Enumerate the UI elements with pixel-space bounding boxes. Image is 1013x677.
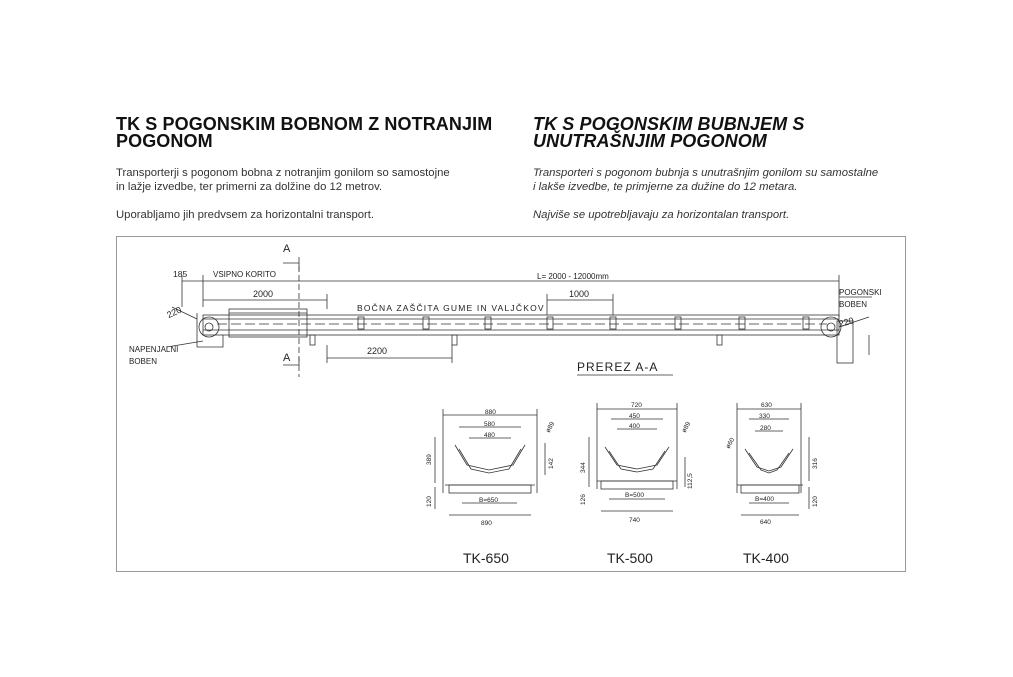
slovenian-paragraph-1-line1: Transporterji s pogonom bobna z notranji… <box>116 167 450 179</box>
tk400-dim-top: 630 <box>761 402 772 409</box>
croatian-title: TK S POGONSKIM BUBNJEM S UNUTRAŠNJIM POG… <box>533 114 933 151</box>
roller <box>546 316 554 330</box>
technical-drawing-frame: 185 VSIPNO KORITO L= 2000 - 12000mm A A … <box>116 236 906 572</box>
tk400-dim-base: 120 <box>812 496 819 507</box>
tk650-dim-base: 120 <box>426 496 433 507</box>
tk650-dim-bw: B=650 <box>479 497 498 504</box>
tk500-dim-mid: 450 <box>629 413 640 420</box>
tk500-dim-inner: 400 <box>629 423 640 430</box>
croatian-paragraph-1: Transporteri s pogonom bubnja s unutrašn… <box>533 166 933 194</box>
tk650-dim-mid: 580 <box>484 421 495 428</box>
croatian-paragraph-1-line1: Transporteri s pogonom bubnja s unutrašn… <box>533 167 879 179</box>
croatian-paragraph-2: Najviše se upotrebljavaju za horizontala… <box>533 209 790 221</box>
dim-220-left: 220 <box>165 305 183 320</box>
boben2-label: BOBEN <box>129 357 157 366</box>
tk400-dim-inner: 280 <box>760 425 771 432</box>
tk400-dim-bottom: 640 <box>760 519 771 526</box>
cross-section-tk650: 880 580 480 B=650 890 389 120 142 ø89 TK… <box>426 409 557 566</box>
tk650-dim-inner: 480 <box>484 432 495 439</box>
tk500-dim-bw: B=500 <box>625 492 644 499</box>
section-mark-top: A <box>283 243 291 255</box>
tk500-dim-height: 344 <box>580 462 587 473</box>
roller <box>674 316 682 330</box>
slovenian-title: TK S POGONSKIM BOBNOM Z NOTRANJIM POGONO… <box>116 114 516 151</box>
vsipno-korito-label: VSIPNO KORITO <box>213 270 276 279</box>
tk650-dim-bottom: 890 <box>481 520 492 527</box>
length-label: L= 2000 - 12000mm <box>537 272 609 281</box>
roller <box>422 316 430 330</box>
slovenian-title-line2: POGONOM <box>116 131 213 151</box>
prerez-label: PREREZ A-A <box>577 360 658 374</box>
croatian-title-line2: UNUTRAŠNJIM POGONOM <box>533 131 767 151</box>
roller <box>609 316 617 330</box>
tk500-dim-top: 720 <box>631 402 642 409</box>
napenjalni-label: NAPENJALNI <box>129 345 178 354</box>
section-arrow-bottom <box>283 357 300 366</box>
slovenian-column: TK S POGONSKIM BOBNOM Z NOTRANJIM POGONO… <box>116 114 516 236</box>
tk500-dim-bottom: 740 <box>629 517 640 524</box>
section-arrow-top <box>283 262 300 271</box>
slovenian-title-line1: TK S POGONSKIM BOBNOM Z NOTRANJIM <box>116 114 493 134</box>
dim-2200: 2200 <box>367 346 387 356</box>
tk650-dim-side: 142 <box>548 458 555 469</box>
side-guard-label: BOČNA ZAŠČITA GUME IN VALJČKOV <box>357 303 545 313</box>
tk500-dim-diameter: ø89 <box>681 420 693 434</box>
tk650-dim-diameter: ø89 <box>545 420 557 434</box>
slovenian-paragraph-2: Uporabljamo jih predvsem za horizontalni… <box>116 209 375 221</box>
section-mark-bottom: A <box>283 352 291 364</box>
tk400-dim-bw: B=400 <box>755 496 774 503</box>
drive-drum <box>820 316 842 338</box>
roller <box>484 316 492 330</box>
tk650-dim-height: 389 <box>426 454 433 465</box>
slovenian-paragraph-1-line2: in lažje izvedbe, ter primerni za dolžin… <box>116 181 383 193</box>
tk500-dim-base: 126 <box>580 494 587 505</box>
tk400-dim-mid: 330 <box>759 413 770 420</box>
cross-section-tk400: 630 330 280 B=400 640 316 120 ø60 TK-400 <box>725 402 819 566</box>
slovenian-paragraph-1: Transporterji s pogonom bobna z notranji… <box>116 166 516 194</box>
pogonski-label: POGONSKI <box>839 288 882 297</box>
tk650-dim-top: 880 <box>485 409 496 416</box>
support-leg <box>451 334 458 346</box>
croatian-title-line1: TK S POGONSKIM BUBNJEM S <box>533 114 805 134</box>
croatian-column: TK S POGONSKIM BUBNJEM S UNUTRAŠNJIM POG… <box>533 114 933 236</box>
roller <box>738 316 746 330</box>
tension-drum <box>198 316 220 338</box>
tk400-dim-height: 316 <box>812 458 819 469</box>
boben-label: BOBEN <box>839 300 867 309</box>
conveyor-frame <box>202 314 840 336</box>
roller <box>357 316 365 330</box>
cross-section-tk500: 720 450 400 B=500 740 344 126 112,5 ø89 … <box>580 402 694 566</box>
croatian-paragraph-1-line2: i lakše izvedbe, te primjerne za dužine … <box>533 181 798 193</box>
tk500-label: TK-500 <box>607 550 653 566</box>
dim-185: 185 <box>173 269 187 279</box>
feed-hopper <box>228 308 308 338</box>
roller <box>802 316 810 330</box>
dim-220-right: 220 <box>838 315 855 329</box>
support-leg <box>309 334 316 346</box>
technical-drawing: 185 VSIPNO KORITO L= 2000 - 12000mm A A … <box>129 243 882 566</box>
dim-2000: 2000 <box>253 289 273 299</box>
tk500-dim-side: 112,5 <box>687 473 694 489</box>
support-leg <box>716 334 723 346</box>
dim-1000: 1000 <box>569 289 589 299</box>
tk650-label: TK-650 <box>463 550 509 566</box>
tk400-dim-diameter: ø60 <box>725 436 737 450</box>
tk400-label: TK-400 <box>743 550 789 566</box>
